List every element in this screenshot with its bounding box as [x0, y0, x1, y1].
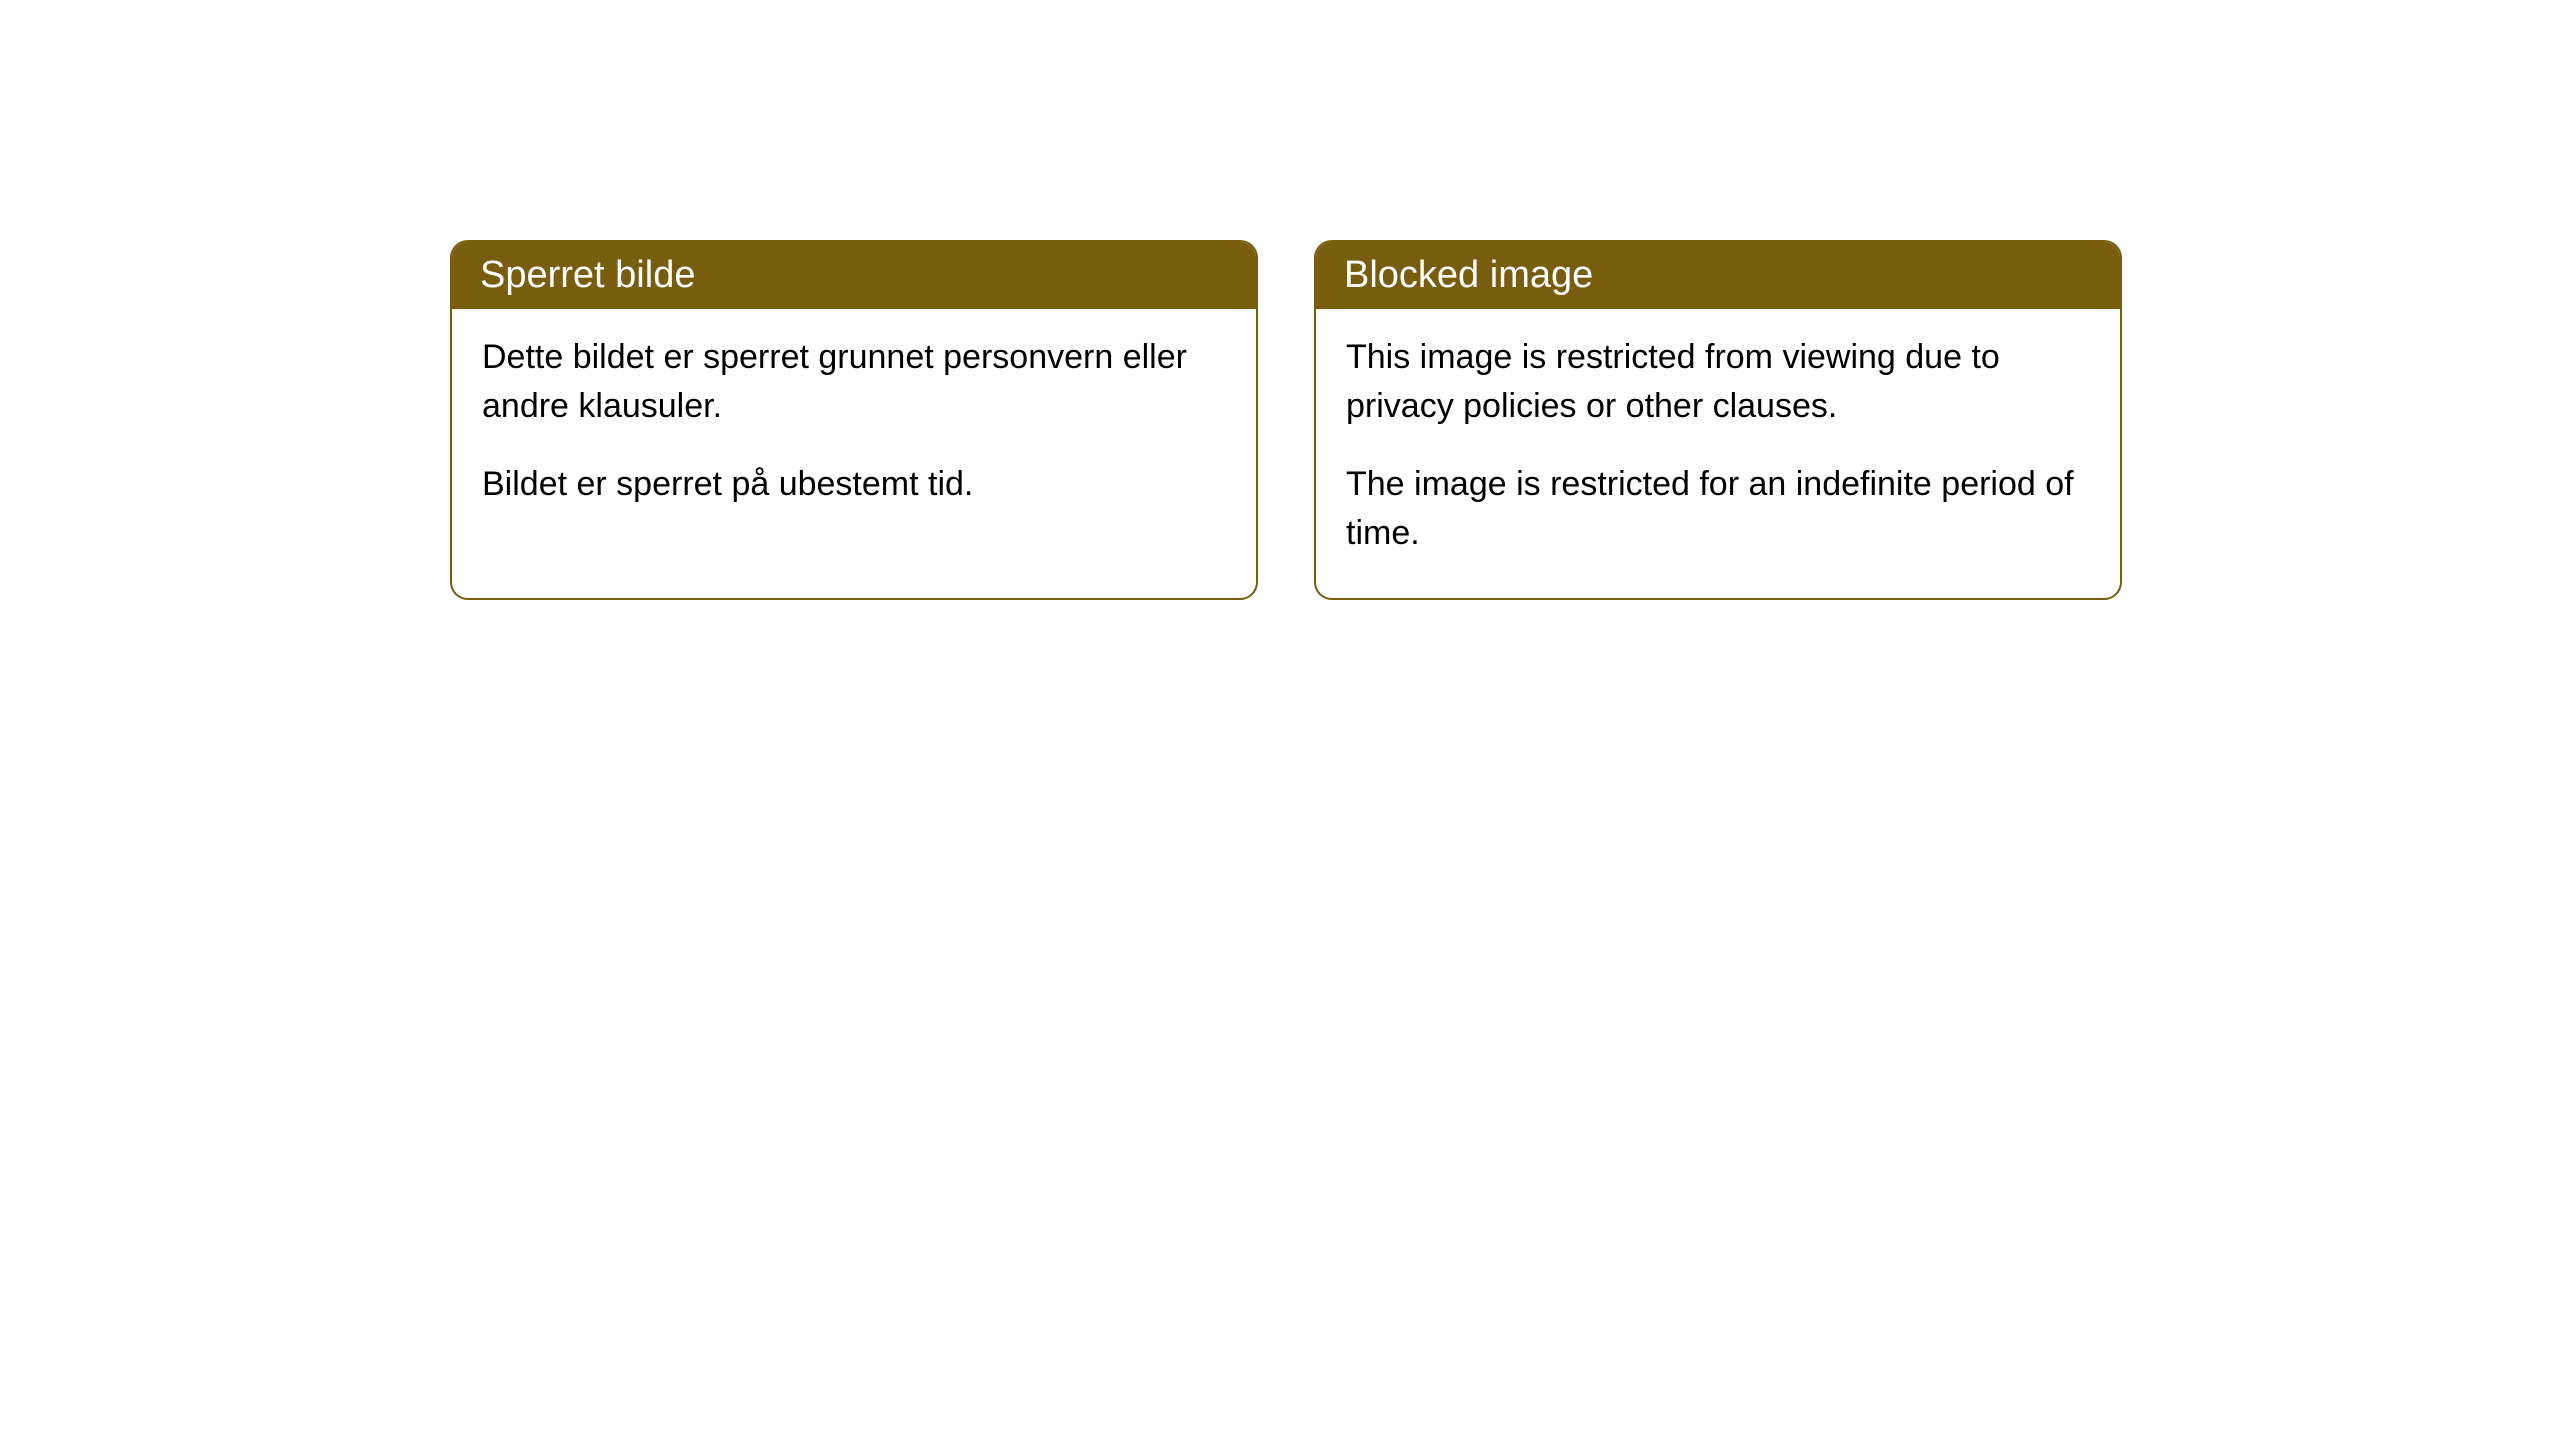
card-header: Blocked image	[1316, 242, 2120, 309]
card-header: Sperret bilde	[452, 242, 1256, 309]
card-paragraph: Dette bildet er sperret grunnet personve…	[482, 333, 1226, 432]
card-paragraph: This image is restricted from viewing du…	[1346, 333, 2090, 432]
notice-card-norwegian: Sperret bilde Dette bildet er sperret gr…	[450, 240, 1258, 600]
card-paragraph: Bildet er sperret på ubestemt tid.	[482, 460, 1226, 509]
notice-container: Sperret bilde Dette bildet er sperret gr…	[450, 240, 2122, 600]
card-body: Dette bildet er sperret grunnet personve…	[452, 309, 1256, 549]
card-title: Blocked image	[1344, 254, 1593, 296]
card-body: This image is restricted from viewing du…	[1316, 309, 2120, 598]
card-paragraph: The image is restricted for an indefinit…	[1346, 460, 2090, 559]
notice-card-english: Blocked image This image is restricted f…	[1314, 240, 2122, 600]
card-title: Sperret bilde	[480, 254, 695, 296]
